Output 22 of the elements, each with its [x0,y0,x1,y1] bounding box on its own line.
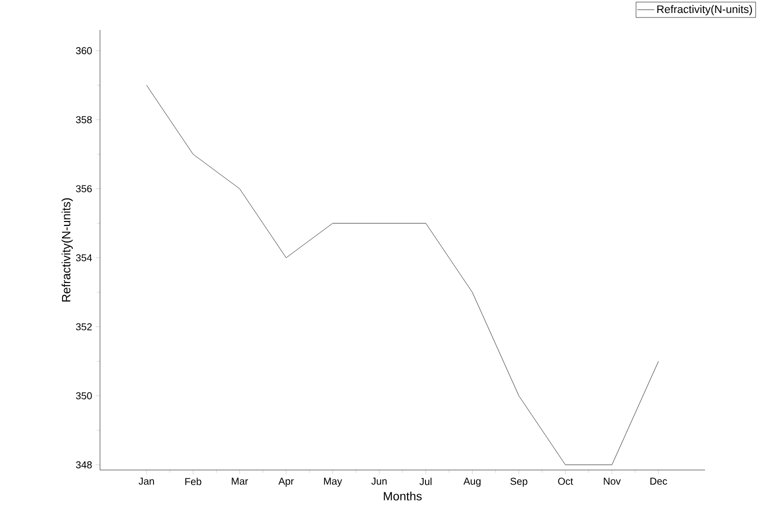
x-tick-label: Mar [232,478,248,485]
x-tick-label: Apr [278,478,294,487]
x-axis-title: Months [384,492,422,500]
x-tick-label: Sep [510,478,528,487]
y-tick-label: 360 [76,47,92,54]
y-tick-label: 358 [76,116,92,124]
x-tick-label: Feb [185,478,202,486]
y-tick-label: 354 [76,254,92,262]
x-tick-label: Jun [371,478,387,485]
y-tick-label: 352 [76,323,92,330]
y-axis-title: Refractivity(N-units) [62,198,73,302]
x-tick-label: Aug [463,478,481,487]
y-tick-label: 356 [76,185,92,192]
legend-label: Refractivity(N-units) [657,5,752,16]
x-tick-label: Dec [650,478,668,485]
y-tick-label: 348 [76,461,92,468]
x-tick-label: Nov [604,478,621,485]
x-tick-label: Jan [138,478,154,485]
x-tick-label: Jul [420,478,432,486]
x-tick-label: May [324,478,342,487]
y-tick-label: 350 [76,392,92,400]
x-tick-label: Oct [558,478,574,485]
